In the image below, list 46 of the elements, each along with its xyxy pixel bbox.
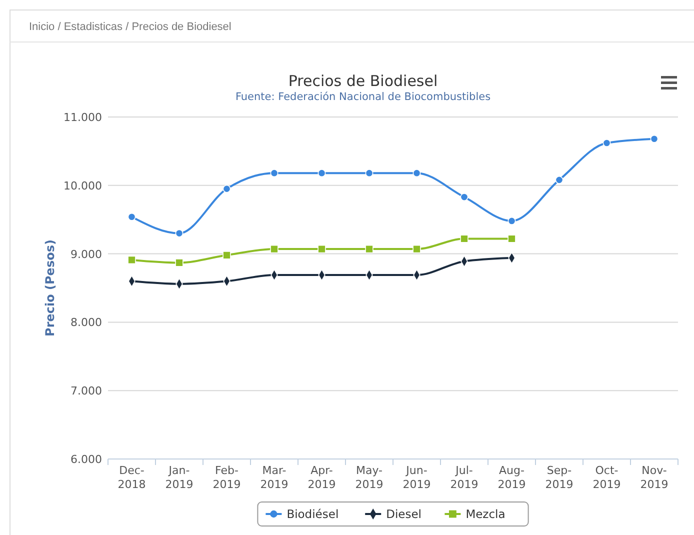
y-axis-title: Precio (Pesos) — [43, 240, 57, 336]
x-tick-label: Jun-2019 — [402, 464, 431, 491]
point — [460, 193, 468, 201]
point — [602, 139, 611, 147]
y-tick-label: 8.000 — [70, 316, 102, 330]
point — [270, 169, 278, 178]
text: Inicio / Estadisticas / Precios de Biodiesel — [29, 21, 232, 33]
y-tick-label: 6.000 — [70, 453, 102, 466]
point — [412, 169, 421, 178]
point — [650, 134, 658, 143]
x-tick-label: Sep-2019 — [545, 464, 574, 491]
y-tick-label: 11.000 — [64, 111, 102, 124]
x-tick-label: Apr-2019 — [308, 464, 336, 491]
point — [508, 217, 516, 225]
x-tick-label: Jan-2019 — [165, 464, 194, 491]
y-tick-label: 9.000 — [70, 248, 102, 261]
point — [555, 176, 564, 184]
point — [128, 256, 136, 264]
point — [222, 251, 231, 260]
y-tick-label: 7.000 — [70, 384, 102, 398]
x-tick-label: Aug-2019 — [498, 464, 526, 491]
legend-label: Biodiésel — [286, 507, 339, 521]
point — [412, 244, 421, 254]
x-tick-label: Feb-2019 — [212, 464, 241, 491]
chart-subtitle: Fuente: Federación Nacional de Biocombustibles — [235, 91, 491, 103]
legend-label: Diesel — [386, 507, 422, 521]
point — [175, 258, 184, 267]
x-tick-label: Jul-2019 — [450, 464, 478, 491]
x-tick-label: Nov-2019 — [640, 464, 668, 491]
point — [222, 184, 231, 193]
chart-title: Precios de Biodiesel — [288, 72, 438, 90]
point — [365, 244, 374, 254]
x-tick-label: Oct-2019 — [592, 464, 621, 491]
point — [318, 169, 326, 178]
y-tick-label: 10.000 — [64, 179, 102, 192]
point — [460, 234, 468, 243]
point — [365, 169, 374, 178]
x-tick-label: May-2019 — [355, 464, 384, 491]
x-tick-label: Mar-2019 — [260, 464, 288, 491]
point — [128, 212, 136, 221]
point — [318, 244, 326, 254]
point — [270, 244, 278, 254]
point — [175, 229, 184, 238]
x-tick-label: Dec-2018 — [118, 464, 146, 491]
legend-label: Mezcla — [466, 507, 506, 521]
point — [508, 234, 516, 243]
